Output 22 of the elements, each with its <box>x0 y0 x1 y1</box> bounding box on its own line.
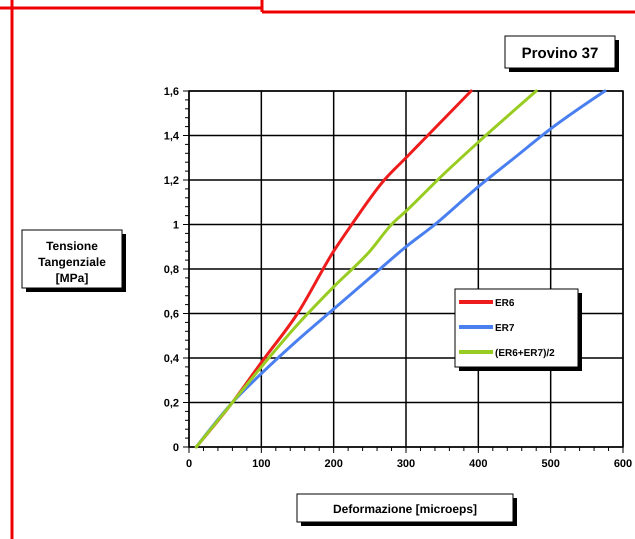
x-tick-label: 200 <box>324 458 343 470</box>
y-tick-label: 0,8 <box>164 264 179 276</box>
x-axis-title: Deformazione [microeps] <box>332 502 478 516</box>
y-tick-label: 0,2 <box>164 398 179 410</box>
y-tick-label: 1,2 <box>164 175 179 187</box>
y-tick-label: 1,4 <box>164 130 180 142</box>
y-axis-title: Tensione Tangenziale [MPa] <box>38 239 106 285</box>
legend-label: ER6 <box>495 298 515 309</box>
chart-title: Provino 37 <box>522 45 598 62</box>
x-tick-label: 0 <box>186 458 192 470</box>
y-tick-label: 1 <box>172 220 179 232</box>
y-tick-label: 0 <box>172 442 179 454</box>
y-tick-label: 1,6 <box>164 86 179 98</box>
x-tick-label: 300 <box>396 458 416 470</box>
x-tick-label: 500 <box>541 458 560 470</box>
y-tick-label: 0,6 <box>164 308 179 320</box>
x-tick-label: 600 <box>614 458 632 470</box>
legend-label: (ER6+ER7)/2 <box>495 348 556 359</box>
legend-label: ER7 <box>495 323 515 334</box>
y-tick-label: 0,4 <box>164 353 180 365</box>
x-tick-label: 400 <box>469 458 488 470</box>
x-tick-label: 100 <box>252 458 271 470</box>
